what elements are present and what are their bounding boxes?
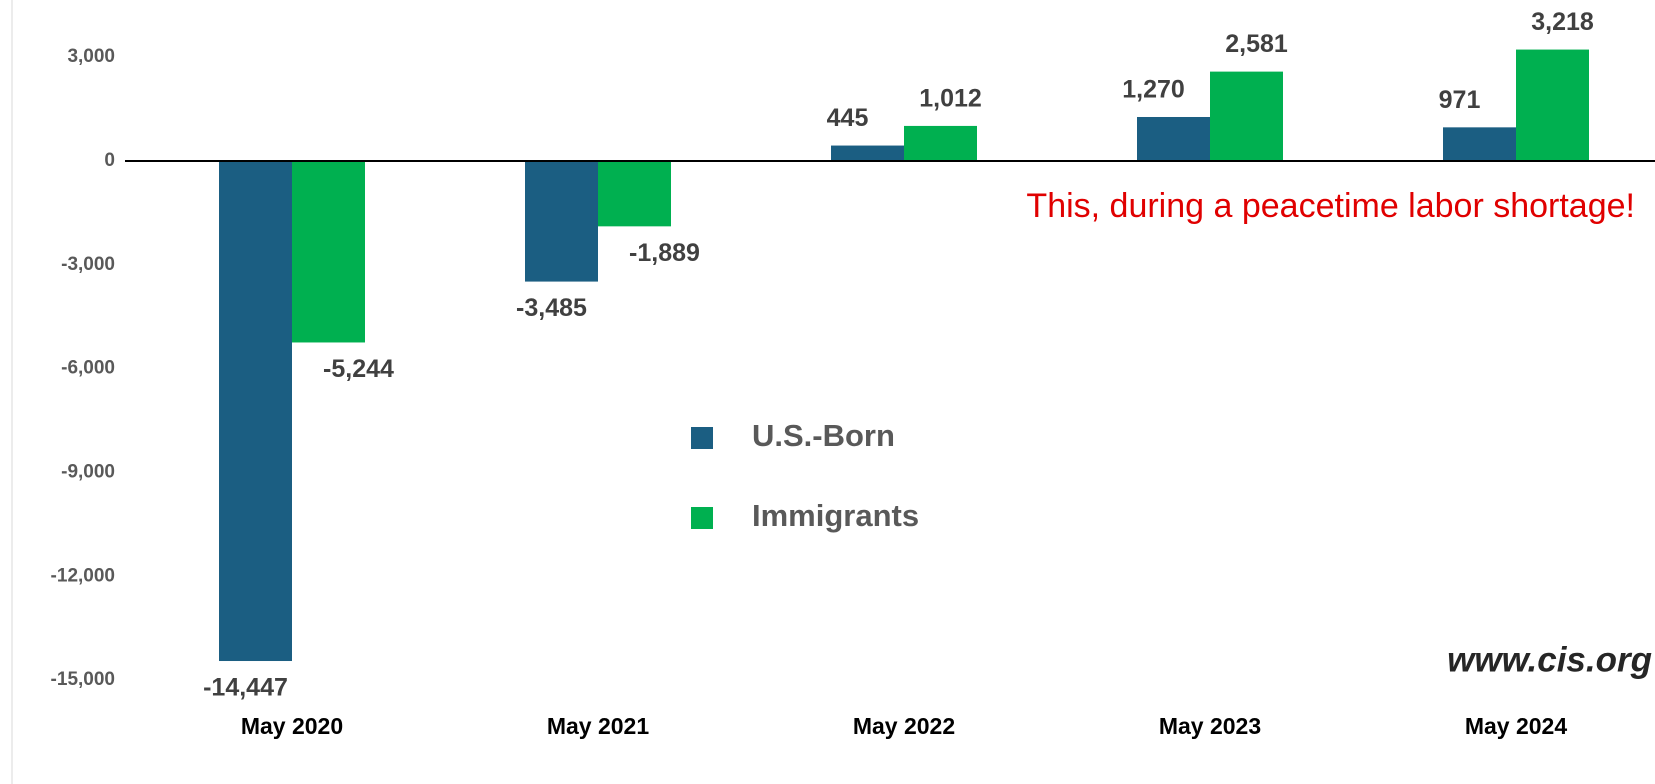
value-label: -1,889	[629, 239, 700, 267]
annotation: This, during a peacetime labor shortage!	[1026, 187, 1635, 225]
y-tick-label: -3,000	[61, 254, 115, 275]
legend-swatch	[691, 427, 713, 449]
bar	[598, 160, 671, 227]
bar	[219, 160, 292, 662]
bar	[525, 160, 598, 282]
value-label: 2,581	[1225, 30, 1288, 58]
value-label: 971	[1439, 86, 1481, 114]
legend-swatch	[691, 507, 713, 529]
y-tick-label: 0	[104, 150, 115, 171]
bar	[831, 145, 904, 161]
bar	[1516, 49, 1589, 161]
y-tick-label: 3,000	[67, 46, 115, 67]
legend-label: U.S.-Born	[752, 418, 895, 453]
x-tick-label: May 2022	[853, 713, 955, 739]
bar	[1137, 116, 1210, 161]
bar	[904, 125, 977, 161]
value-label: -14,447	[203, 674, 288, 702]
value-label: -3,485	[516, 294, 587, 322]
y-tick-label: -9,000	[61, 461, 115, 482]
value-label: 3,218	[1531, 8, 1594, 36]
x-tick-label: May 2020	[241, 713, 343, 739]
value-label: 1,012	[919, 85, 982, 113]
x-tick-label: May 2021	[547, 713, 650, 739]
y-tick-label: -15,000	[51, 669, 115, 690]
x-tick-label: May 2024	[1465, 713, 1568, 739]
bar	[292, 160, 365, 343]
legend-label: Immigrants	[752, 498, 919, 533]
y-tick-label: -6,000	[61, 358, 115, 379]
x-tick-label: May 2023	[1159, 713, 1261, 739]
y-tick-label: -12,000	[51, 565, 115, 586]
value-label: -5,244	[323, 355, 394, 383]
bar	[1210, 71, 1283, 161]
value-label: 445	[827, 104, 869, 132]
bar	[1443, 127, 1516, 161]
source: www.cis.org	[1447, 640, 1652, 679]
value-label: 1,270	[1122, 76, 1185, 104]
